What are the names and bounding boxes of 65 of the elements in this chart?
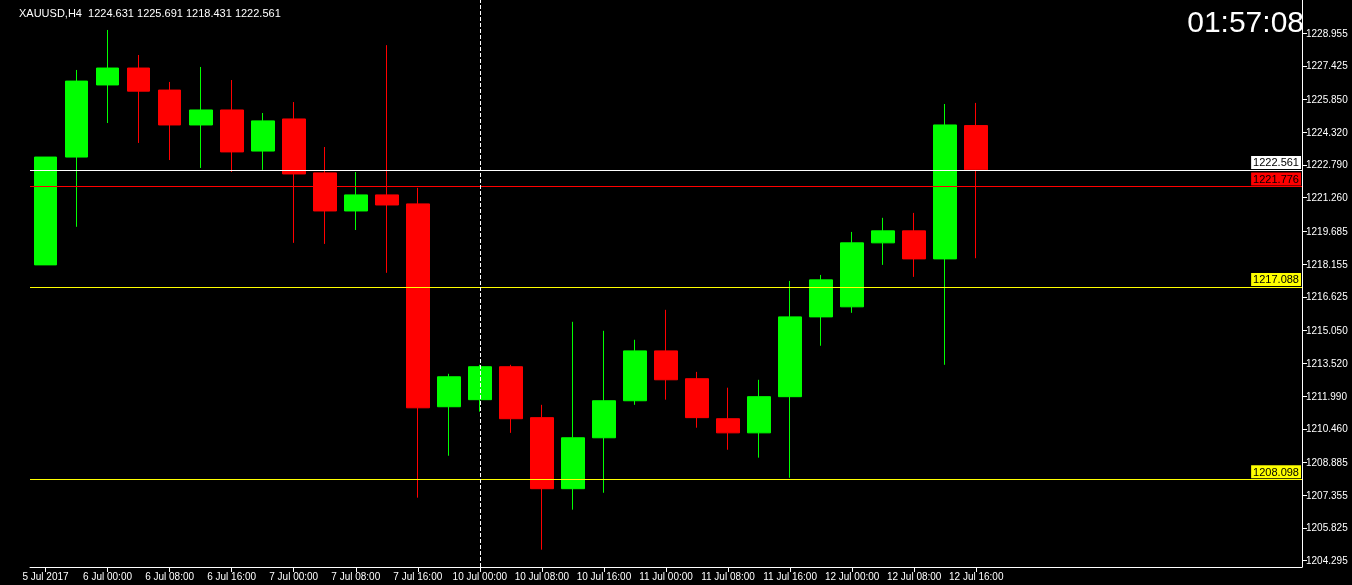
x-tick-label: 6 Jul 00:00 — [83, 570, 133, 582]
candlestick — [716, 387, 740, 451]
x-tick-label: 10 Jul 08:00 — [514, 570, 570, 582]
ref-line-label: 1221.776 — [1253, 173, 1299, 186]
y-tick-label: 1204.295 — [1306, 555, 1349, 567]
y-tick-label: 1225.850 — [1306, 93, 1349, 105]
candlestick — [220, 79, 244, 173]
candlestick — [65, 69, 88, 228]
y-tick-label: 1218.155 — [1306, 258, 1349, 270]
y-tick-label: 1211.990 — [1306, 390, 1348, 402]
x-tick-label: 6 Jul 16:00 — [207, 570, 257, 582]
candlestick — [344, 171, 368, 231]
candlestick — [468, 364, 492, 413]
candlestick — [685, 371, 709, 429]
y-tick-label: 1205.825 — [1306, 522, 1349, 534]
candlestick — [933, 103, 957, 366]
annotation: 01:57:08 — [1187, 4, 1304, 38]
y-tick-label: 1207.355 — [1306, 489, 1349, 501]
candlestick — [189, 66, 213, 169]
candlestick — [499, 364, 523, 434]
candlestick — [840, 231, 864, 314]
x-tick-label: 7 Jul 16:00 — [393, 570, 443, 582]
x-tick-label: 10 Jul 16:00 — [576, 570, 632, 582]
y-tick-label: 1227.425 — [1306, 60, 1349, 72]
y-tick-label: 1213.520 — [1306, 357, 1349, 369]
candlestick — [251, 112, 275, 171]
x-tick-label: 12 Jul 16:00 — [948, 570, 1004, 582]
ref-line-label: 1217.088 — [1253, 273, 1299, 286]
y-tick-label: 1219.685 — [1306, 225, 1349, 237]
candlestick — [871, 217, 895, 266]
y-tick-label: 1222.790 — [1306, 159, 1349, 171]
y-tick-label: 1216.625 — [1306, 291, 1349, 303]
candlestick — [437, 373, 461, 457]
candlestick — [592, 330, 616, 494]
x-tick-label: 11 Jul 08:00 — [701, 570, 756, 582]
y-tick-label: 1208.885 — [1306, 456, 1349, 468]
x-tick-label: 11 Jul 00:00 — [639, 570, 694, 582]
candlestick — [127, 54, 150, 144]
x-tick-label: 7 Jul 08:00 — [331, 570, 381, 582]
x-tick-label: 7 Jul 00:00 — [269, 570, 319, 582]
y-tick-label: 1221.260 — [1306, 192, 1349, 204]
y-tick-label: 1215.050 — [1306, 325, 1349, 337]
text: XAUUSD,H4 1224.631 1225.691 1218.431 1222.561 — [19, 6, 281, 19]
candlestick — [34, 156, 57, 266]
candlestick — [778, 280, 802, 479]
y-tick-label: 1224.320 — [1306, 126, 1349, 138]
candlestick — [747, 379, 771, 459]
candlestick — [623, 339, 647, 406]
x-tick-label: 12 Jul 08:00 — [886, 570, 942, 582]
candlestick — [809, 274, 833, 347]
y-tick-label: 1210.460 — [1306, 423, 1349, 435]
y-tick-label: 1228.955 — [1306, 27, 1349, 39]
candlestick — [902, 212, 926, 278]
x-tick-label: 10 Jul 00:00 — [452, 570, 508, 582]
candlestick — [654, 309, 678, 401]
candlestick — [158, 81, 181, 161]
x-tick-label: 11 Jul 16:00 — [763, 570, 818, 582]
ref-line-label: 1208.098 — [1253, 465, 1299, 478]
candlestick — [96, 29, 119, 124]
ref-line-label: 1222.561 — [1253, 156, 1299, 169]
candlestick — [561, 321, 585, 511]
x-tick-label: 12 Jul 00:00 — [824, 570, 880, 582]
candlestick — [530, 404, 554, 551]
x-tick-label: 6 Jul 08:00 — [145, 570, 195, 582]
x-tick-label: 5 Jul 2017 — [22, 570, 70, 582]
